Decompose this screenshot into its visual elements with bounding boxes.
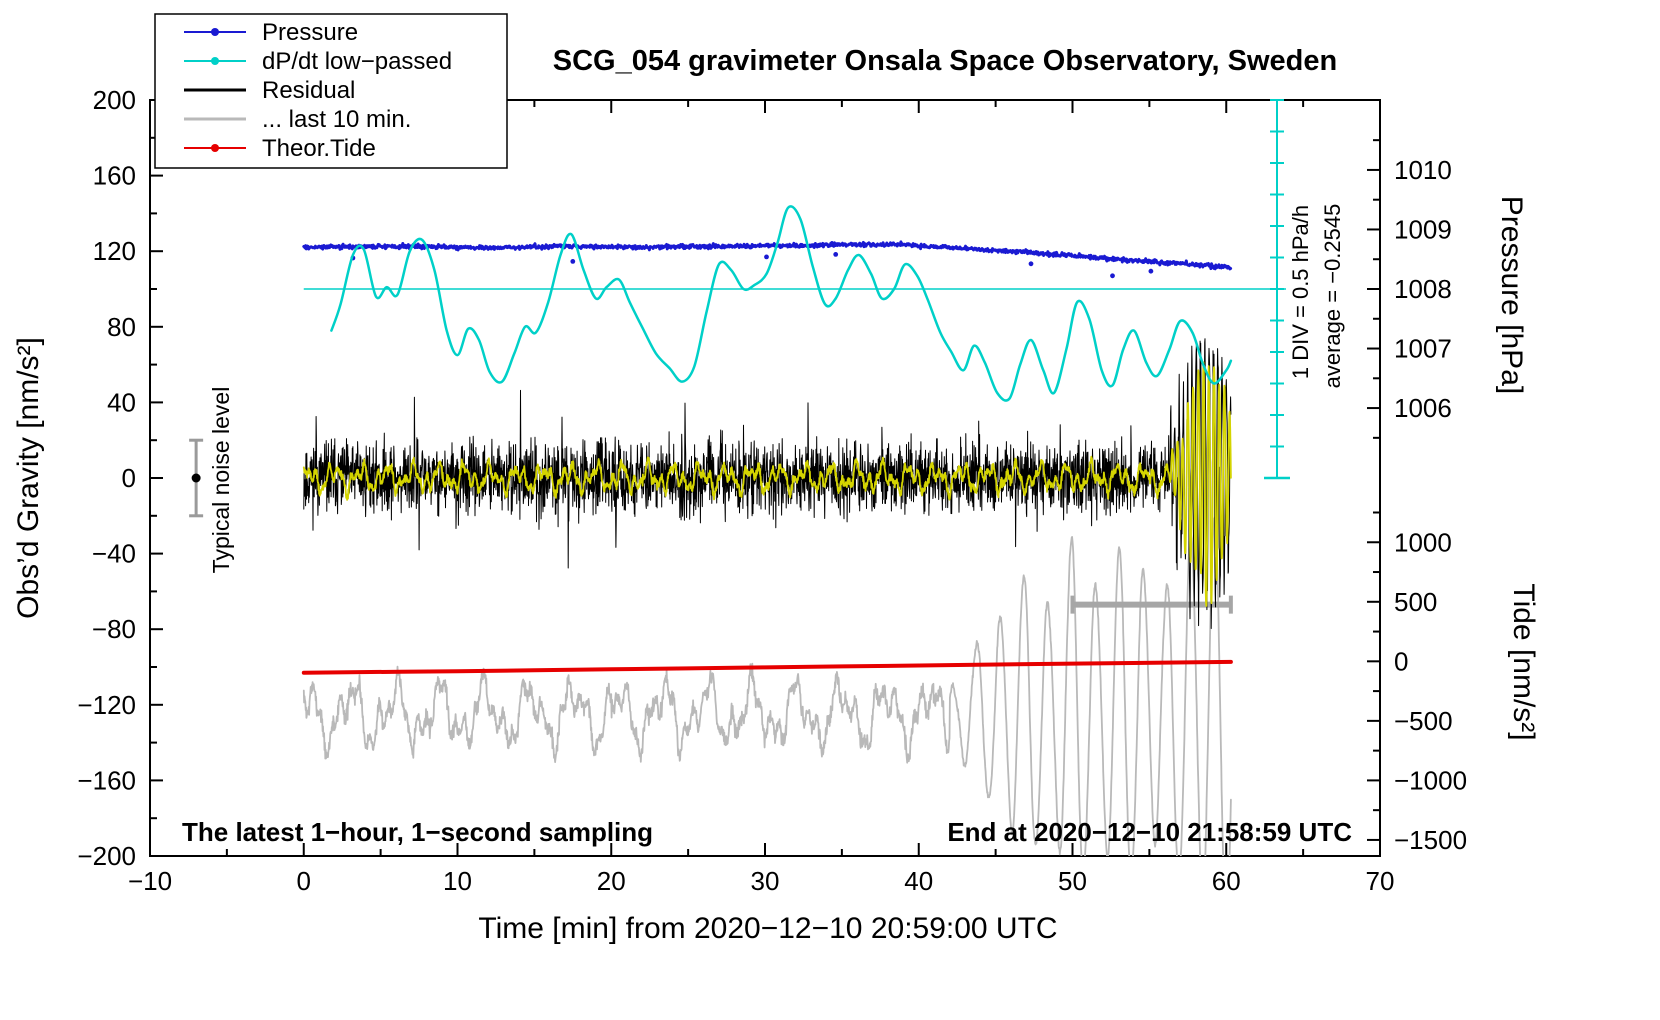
- gravity-tick-label: 80: [107, 312, 136, 342]
- tide-tick-label: 1000: [1394, 527, 1452, 557]
- chart-overlays: [189, 99, 1290, 518]
- legend-sample-dot: [211, 144, 219, 152]
- x-tick-label: 70: [1366, 866, 1395, 896]
- pressure-outlier-dot: [833, 252, 839, 257]
- gravity-tick-label: 40: [107, 387, 136, 417]
- sampling-note: The latest 1−hour, 1−second sampling: [182, 817, 653, 847]
- gravity-tick-label: −80: [92, 614, 136, 644]
- tide-tick-label: 0: [1394, 646, 1408, 676]
- div-scale-annotation: 1 DIV = 0.5 hPa/h: [1288, 205, 1313, 379]
- gravity-tick-label: −120: [77, 690, 136, 720]
- end-time-note: End at 2020−12−10 21:58:59 UTC: [947, 817, 1352, 847]
- x-axis-title: Time [min] from 2020−12−10 20:59:00 UTC: [478, 912, 1057, 945]
- gravity-tick-label: −160: [77, 765, 136, 795]
- pressure-outlier-dot: [764, 254, 769, 260]
- y-axis-title-tide: Tide [nm/s²]: [1507, 583, 1540, 740]
- tide-tick-label: −1000: [1394, 765, 1467, 795]
- x-tick-label: 60: [1212, 866, 1241, 896]
- series-dpdt-path: [330, 205, 1233, 402]
- pressure-outlier-dot: [570, 259, 576, 264]
- legend-item-label: Residual: [262, 77, 355, 104]
- pressure-tick-label: 1009: [1394, 214, 1452, 244]
- legend-sample-dot: [211, 57, 219, 65]
- average-annotation: average = −0.2545: [1320, 204, 1345, 389]
- gravity-tick-label: −40: [92, 539, 136, 569]
- legend-item-label: Pressure: [262, 19, 358, 46]
- tide-tick-label: 500: [1394, 587, 1437, 617]
- y-axis-title-gravity: Obs’d Gravity [nm/s²]: [12, 337, 45, 619]
- legend-sample-dot: [211, 28, 219, 36]
- pressure-tick-label: 1006: [1394, 393, 1452, 423]
- x-tick-label: 40: [904, 866, 933, 896]
- series-residual-path: [303, 338, 1232, 629]
- tide-tick-label: −500: [1394, 706, 1453, 736]
- axes-frame: −10 0 10 20 30 40 50 60 70 −200 −160 −120 −80 −40 0 40 8…: [77, 85, 1467, 896]
- chart-title: SCG_054 gravimeter Onsala Space Observat…: [553, 45, 1337, 77]
- pressure-tick-label: 1010: [1394, 155, 1452, 185]
- gravity-tick-label: 0: [122, 463, 136, 493]
- x-tick-label: 10: [443, 866, 472, 896]
- x-tick-label: 50: [1058, 866, 1087, 896]
- legend-item-label: dP/dt low−passed: [262, 48, 452, 75]
- series-tide-path: [301, 659, 1233, 675]
- legend-item-label: ... last 10 min.: [262, 106, 411, 133]
- pressure-tick-label: 1007: [1394, 334, 1452, 364]
- noise-level-label: Typical noise level: [208, 387, 234, 574]
- y-axis-title-pressure: Pressure [hPa]: [1495, 196, 1528, 394]
- gravity-tick-label: 160: [93, 161, 136, 191]
- gravity-tick-label: 200: [93, 85, 136, 115]
- x-tick-label: −10: [128, 866, 172, 896]
- series-pressure-path: [302, 240, 1233, 271]
- tide-tick-label: −1500: [1394, 825, 1467, 855]
- noise-marker-dot: [191, 473, 201, 483]
- legend-item-label: Theor.Tide: [262, 135, 376, 162]
- data-series: [301, 205, 1286, 856]
- x-tick-label: 20: [597, 866, 626, 896]
- x-tick-label: 0: [297, 866, 311, 896]
- gravity-tick-label: 120: [93, 236, 136, 266]
- pressure-outlier-dot: [1110, 273, 1115, 279]
- series-lowpass-path: [302, 361, 1232, 607]
- x-tick-label: 30: [751, 866, 780, 896]
- pressure-tick-label: 1008: [1394, 274, 1452, 304]
- pressure-outlier-dot: [1148, 268, 1154, 274]
- pressure-outlier-dot: [1028, 261, 1034, 267]
- gravity-tick-label: −200: [77, 841, 136, 871]
